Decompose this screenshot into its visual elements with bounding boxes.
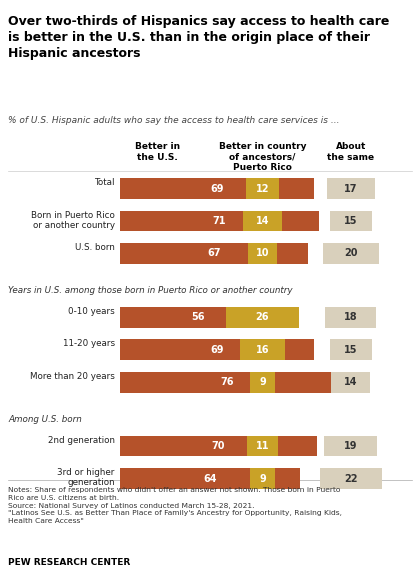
Text: 26: 26 (256, 312, 269, 322)
Bar (326, 307, 376, 328)
Text: Among U.S. born: Among U.S. born (8, 415, 82, 424)
Text: 22: 22 (344, 473, 357, 484)
Bar (324, 436, 378, 456)
Text: Born in Puerto Rico
or another country: Born in Puerto Rico or another country (31, 211, 115, 230)
Bar (226, 307, 299, 328)
Bar (320, 468, 382, 489)
Text: PEW RESEARCH CENTER: PEW RESEARCH CENTER (8, 558, 131, 567)
Bar (327, 178, 375, 199)
Text: 14: 14 (344, 377, 357, 387)
Bar (120, 468, 300, 489)
Bar (120, 372, 333, 393)
Text: 69: 69 (210, 183, 223, 194)
Text: 0-10 years: 0-10 years (68, 307, 115, 316)
Bar (250, 468, 275, 489)
Bar (323, 243, 379, 264)
Text: 67: 67 (207, 248, 221, 259)
Text: 19: 19 (344, 441, 357, 451)
Text: Over two-thirds of Hispanics say access to health care
is better in the U.S. tha: Over two-thirds of Hispanics say access … (8, 14, 390, 60)
Text: 9: 9 (259, 473, 266, 484)
Bar (120, 339, 314, 360)
Text: 17: 17 (344, 183, 357, 194)
Text: 3rd or higher
generation: 3rd or higher generation (57, 468, 115, 487)
Text: 76: 76 (220, 377, 234, 387)
Text: 69: 69 (210, 345, 223, 355)
Bar (247, 436, 278, 456)
Text: 9: 9 (259, 377, 266, 387)
Text: 15: 15 (344, 216, 357, 226)
Text: Notes: Share of respondents who didn't offer an answer not shown. Those born in : Notes: Share of respondents who didn't o… (8, 487, 342, 524)
Text: U.S. born: U.S. born (75, 243, 115, 252)
Bar (120, 178, 314, 199)
Text: 71: 71 (213, 216, 226, 226)
Bar (250, 372, 275, 393)
Bar (330, 339, 372, 360)
Text: Years in U.S. among those born in Puerto Rico or another country: Years in U.S. among those born in Puerto… (8, 286, 293, 295)
Text: 14: 14 (256, 216, 269, 226)
Bar (246, 178, 279, 199)
Bar (120, 436, 317, 456)
Text: Better in
the U.S.: Better in the U.S. (135, 142, 180, 161)
Bar (330, 211, 372, 231)
Text: 11-20 years: 11-20 years (63, 339, 115, 349)
Bar (120, 243, 308, 264)
Text: More than 20 years: More than 20 years (30, 372, 115, 381)
Text: 10: 10 (256, 248, 269, 259)
Text: % of U.S. Hispanic adults who say the access to health care services is ...: % of U.S. Hispanic adults who say the ac… (8, 116, 340, 125)
Text: 18: 18 (344, 312, 357, 322)
Text: About
the same: About the same (327, 142, 374, 161)
Text: 20: 20 (344, 248, 357, 259)
Text: 11: 11 (256, 441, 269, 451)
Bar (243, 211, 282, 231)
Bar (249, 243, 277, 264)
Text: 12: 12 (256, 183, 269, 194)
Text: 64: 64 (203, 473, 216, 484)
Bar (120, 307, 277, 328)
Text: Better in country
of ancestors/
Puerto Rico: Better in country of ancestors/ Puerto R… (219, 142, 306, 172)
Text: 16: 16 (256, 345, 269, 355)
Bar (240, 339, 285, 360)
Text: 2nd generation: 2nd generation (47, 436, 115, 445)
Text: 70: 70 (211, 441, 225, 451)
Text: 15: 15 (344, 345, 357, 355)
Bar (331, 372, 370, 393)
Bar (120, 211, 320, 231)
Text: Total: Total (94, 178, 115, 187)
Text: 56: 56 (192, 312, 205, 322)
